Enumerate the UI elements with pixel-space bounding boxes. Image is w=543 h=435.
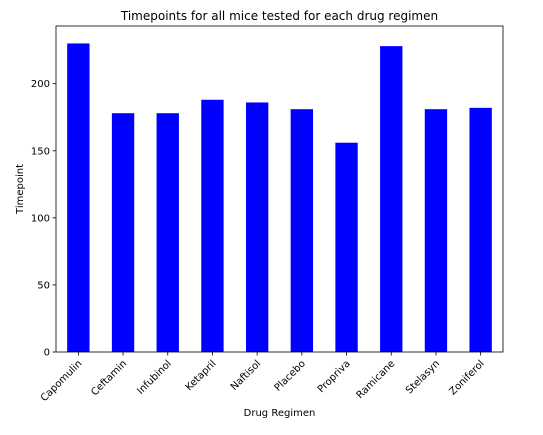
chart-title: Timepoints for all mice tested for each … bbox=[120, 9, 438, 23]
y-tick-label: 200 bbox=[31, 79, 50, 90]
y-tick-label: 0 bbox=[44, 348, 50, 359]
bar-stelasyn bbox=[425, 109, 447, 352]
bar-placebo bbox=[291, 109, 313, 352]
x-tick-label: Zoniferol bbox=[447, 358, 486, 397]
y-axis-label: Timepoint bbox=[15, 164, 26, 215]
x-tick-label: Ceftamin bbox=[89, 358, 129, 398]
y-tick-label: 100 bbox=[31, 213, 50, 224]
x-tick-label: Infubinol bbox=[135, 358, 174, 397]
bar-ramicane bbox=[380, 46, 402, 352]
x-axis: Capomulin Ceftamin Infubinol Ketapril Naftis… bbox=[39, 352, 487, 404]
y-tick-label: 150 bbox=[31, 146, 50, 157]
bar-ketapril bbox=[201, 100, 223, 352]
x-tick-label: Ramicane bbox=[355, 358, 398, 401]
bar-ceftamin bbox=[112, 113, 134, 352]
bar-capomulin bbox=[67, 43, 89, 352]
bar-infubinol bbox=[157, 113, 179, 352]
bars-group bbox=[67, 43, 492, 352]
y-axis: 0 50 100 150 200 bbox=[31, 79, 56, 358]
x-tick-label: Placebo bbox=[273, 358, 308, 393]
bar-naftisol bbox=[246, 102, 268, 352]
bar-zoniferol bbox=[469, 108, 491, 352]
x-tick-label: Naftisol bbox=[229, 358, 263, 392]
x-tick-label: Stelasyn bbox=[404, 358, 442, 396]
x-tick-label: Ketapril bbox=[184, 358, 219, 393]
bar-propriva bbox=[335, 143, 357, 352]
x-tick-label: Propriva bbox=[316, 358, 353, 395]
x-tick-label: Capomulin bbox=[39, 358, 85, 404]
x-axis-label: Drug Regimen bbox=[244, 408, 316, 419]
y-tick-label: 50 bbox=[37, 280, 50, 291]
